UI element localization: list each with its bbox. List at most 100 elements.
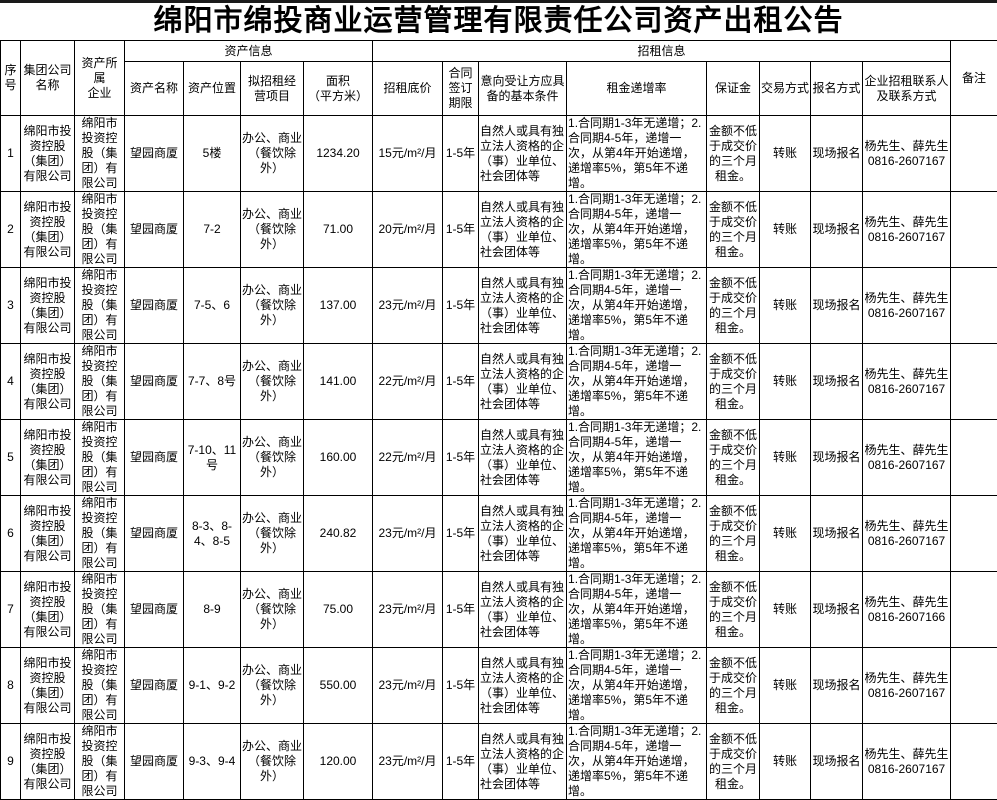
cell-asset-location: 8-9 — [184, 572, 241, 648]
cell-registration-method: 现场报名 — [811, 572, 863, 648]
cell-asset-location: 7-5、6 — [184, 268, 241, 344]
cell-business-items: 办公、商业 （餐饮除外） — [241, 648, 304, 724]
cell-increase-rate: 1.合同期1-3年无递增；2.合同期4-5年，递增一次，从第4年开始递增，递增率… — [567, 420, 707, 496]
cell-area: 137.00 — [304, 268, 373, 344]
cell-increase-rate: 1.合同期1-3年无递增；2.合同期4-5年，递增一次，从第4年开始递增，递增率… — [567, 572, 707, 648]
cell-asset-owner: 绵阳市投资控股（集团）有限公司 — [75, 572, 125, 648]
cell-base-price: 23元/m²/月 — [373, 268, 443, 344]
cell-business-items: 办公、商业 （餐饮除外） — [241, 116, 304, 192]
col-header-contact: 企业招租联系人 及联系方式 — [863, 62, 951, 116]
cell-conditions: 自然人或具有独立法人资格的企（事）业单位、社会团体等 — [479, 344, 567, 420]
cell-transaction-method: 转账 — [760, 572, 811, 648]
cell-asset-name: 望园商厦 — [125, 116, 184, 192]
table-header: 序号 集团公司 名称 资产所属 企业 资产信息 招租信息 备注 资产名称 资产位… — [1, 41, 997, 116]
cell-index: 4 — [1, 344, 21, 420]
cell-area: 141.00 — [304, 344, 373, 420]
cell-base-price: 22元/m²/月 — [373, 420, 443, 496]
cell-registration-method: 现场报名 — [811, 724, 863, 800]
cell-asset-owner: 绵阳市投资控股（集团）有限公司 — [75, 648, 125, 724]
cell-increase-rate: 1.合同期1-3年无递增；2.合同期4-5年，递增一次，从第4年开始递增，递增率… — [567, 496, 707, 572]
cell-conditions: 自然人或具有独立法人资格的企（事）业单位、社会团体等 — [479, 648, 567, 724]
cell-conditions: 自然人或具有独立法人资格的企（事）业单位、社会团体等 — [479, 496, 567, 572]
cell-transaction-method: 转账 — [760, 192, 811, 268]
cell-conditions: 自然人或具有独立法人资格的企（事）业单位、社会团体等 — [479, 192, 567, 268]
cell-asset-name: 望园商厦 — [125, 724, 184, 800]
cell-deposit: 金额不低于成交价的三个月租金。 — [707, 724, 760, 800]
cell-transaction-method: 转账 — [760, 344, 811, 420]
cell-group-company: 绵阳市投资控股（集团）有限公司 — [21, 648, 75, 724]
cell-remarks — [951, 496, 997, 572]
cell-group-company: 绵阳市投资控股（集团）有限公司 — [21, 724, 75, 800]
cell-asset-owner: 绵阳市投资控股（集团）有限公司 — [75, 724, 125, 800]
cell-remarks — [951, 268, 997, 344]
col-header-contract-term: 合同 签订 期限 — [443, 62, 479, 116]
cell-deposit: 金额不低于成交价的三个月租金。 — [707, 268, 760, 344]
contact-phone: 0816-2607167 — [864, 154, 949, 169]
cell-asset-name: 望园商厦 — [125, 192, 184, 268]
cell-group-company: 绵阳市投资控股（集团）有限公司 — [21, 116, 75, 192]
cell-transaction-method: 转账 — [760, 268, 811, 344]
cell-contract-term: 1-5年 — [443, 724, 479, 800]
cell-business-items: 办公、商业 （餐饮除外） — [241, 420, 304, 496]
contact-phone: 0816-2607167 — [864, 382, 949, 397]
cell-contract-term: 1-5年 — [443, 344, 479, 420]
cell-deposit: 金额不低于成交价的三个月租金。 — [707, 496, 760, 572]
contact-phone: 0816-2607166 — [864, 610, 949, 625]
cell-area: 550.00 — [304, 648, 373, 724]
cell-registration-method: 现场报名 — [811, 268, 863, 344]
cell-index: 3 — [1, 268, 21, 344]
cell-conditions: 自然人或具有独立法人资格的企（事）业单位、社会团体等 — [479, 724, 567, 800]
cell-base-price: 22元/m²/月 — [373, 344, 443, 420]
cell-deposit: 金额不低于成交价的三个月租金。 — [707, 116, 760, 192]
contact-names: 杨先生、薛先生 — [864, 671, 949, 686]
cell-area: 120.00 — [304, 724, 373, 800]
col-header-conditions: 意向受让方应具 备的基本条件 — [479, 62, 567, 116]
cell-index: 5 — [1, 420, 21, 496]
cell-index: 2 — [1, 192, 21, 268]
cell-conditions: 自然人或具有独立法人资格的企（事）业单位、社会团体等 — [479, 420, 567, 496]
col-header-index: 序号 — [1, 41, 21, 116]
cell-remarks — [951, 420, 997, 496]
contact-phone: 0816-2607167 — [864, 534, 949, 549]
cell-conditions: 自然人或具有独立法人资格的企（事）业单位、社会团体等 — [479, 268, 567, 344]
cell-asset-name: 望园商厦 — [125, 496, 184, 572]
cell-asset-owner: 绵阳市投资控股（集团）有限公司 — [75, 344, 125, 420]
cell-asset-owner: 绵阳市投资控股（集团）有限公司 — [75, 192, 125, 268]
cell-business-items: 办公、商业 （餐饮除外） — [241, 192, 304, 268]
cell-index: 8 — [1, 648, 21, 724]
contact-names: 杨先生、薛先生 — [864, 595, 949, 610]
cell-registration-method: 现场报名 — [811, 496, 863, 572]
cell-group-company: 绵阳市投资控股（集团）有限公司 — [21, 192, 75, 268]
cell-asset-owner: 绵阳市投资控股（集团）有限公司 — [75, 420, 125, 496]
cell-index: 6 — [1, 496, 21, 572]
cell-deposit: 金额不低于成交价的三个月租金。 — [707, 648, 760, 724]
contact-phone: 0816-2607167 — [864, 458, 949, 473]
col-header-area: 面积 （平方米） — [304, 62, 373, 116]
contact-phone: 0816-2607167 — [864, 306, 949, 321]
contact-names: 杨先生、薛先生 — [864, 519, 949, 534]
col-header-deposit: 保证金 — [707, 62, 760, 116]
cell-contract-term: 1-5年 — [443, 192, 479, 268]
cell-contract-term: 1-5年 — [443, 420, 479, 496]
cell-asset-name: 望园商厦 — [125, 344, 184, 420]
cell-asset-location: 9-3、9-4 — [184, 724, 241, 800]
cell-asset-location: 9-1、9-2 — [184, 648, 241, 724]
contact-names: 杨先生、薛先生 — [864, 367, 949, 382]
cell-business-items: 办公、商业 （餐饮除外） — [241, 344, 304, 420]
cell-asset-location: 5楼 — [184, 116, 241, 192]
cell-increase-rate: 1.合同期1-3年无递增；2.合同期4-5年，递增一次，从第4年开始递增，递增率… — [567, 344, 707, 420]
cell-transaction-method: 转账 — [760, 724, 811, 800]
cell-registration-method: 现场报名 — [811, 344, 863, 420]
cell-conditions: 自然人或具有独立法人资格的企（事）业单位、社会团体等 — [479, 116, 567, 192]
cell-asset-name: 望园商厦 — [125, 572, 184, 648]
